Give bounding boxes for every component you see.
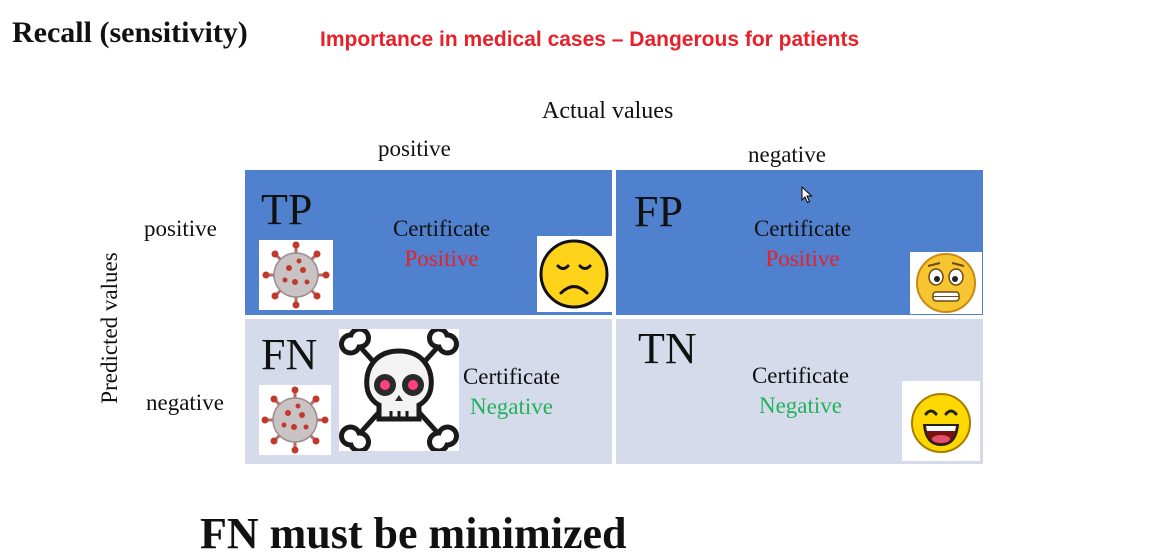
actual-values-label: Actual values bbox=[542, 98, 674, 124]
cell-fn: FN Certificate Negative bbox=[245, 319, 612, 464]
cell-fn-certificate: Certificate bbox=[462, 364, 561, 389]
sad-face-icon bbox=[537, 236, 612, 312]
skull-crossbones-icon bbox=[339, 326, 459, 454]
cell-tp: TP Certificate Positive bbox=[245, 170, 612, 315]
footer-statement: FN must be minimized bbox=[200, 509, 627, 558]
laughing-face-icon bbox=[902, 381, 980, 461]
slide-subtitle: Importance in medical cases – Dangerous … bbox=[320, 28, 860, 51]
cell-fp: FP Certificate Positive bbox=[616, 170, 983, 315]
row-header-positive: positive bbox=[144, 216, 217, 241]
predicted-values-label: Predicted values bbox=[97, 252, 122, 404]
cell-fn-code: FN bbox=[261, 330, 318, 379]
cell-fp-code: FP bbox=[634, 187, 683, 236]
worried-face-icon bbox=[910, 252, 982, 314]
cell-tn-value: Negative bbox=[758, 393, 842, 418]
cell-tn-certificate: Certificate bbox=[751, 363, 850, 388]
cell-fp-certificate: Certificate bbox=[753, 216, 852, 241]
virus-icon bbox=[259, 385, 331, 455]
cell-tn: TN Certificate Negative bbox=[616, 319, 983, 464]
cell-tp-certificate: Certificate bbox=[392, 216, 491, 241]
cell-fp-value: Positive bbox=[765, 246, 840, 271]
row-header-negative: negative bbox=[146, 390, 224, 415]
cell-fn-value: Negative bbox=[469, 394, 553, 419]
slide-title: Recall (sensitivity) bbox=[12, 16, 248, 49]
cell-tn-code: TN bbox=[638, 324, 697, 373]
virus-icon bbox=[259, 240, 333, 310]
col-header-negative: negative bbox=[748, 142, 826, 167]
cell-tp-code: TP bbox=[261, 185, 313, 234]
cell-tp-value: Positive bbox=[404, 246, 479, 271]
col-header-positive: positive bbox=[378, 136, 451, 161]
mouse-cursor-icon bbox=[801, 185, 813, 209]
